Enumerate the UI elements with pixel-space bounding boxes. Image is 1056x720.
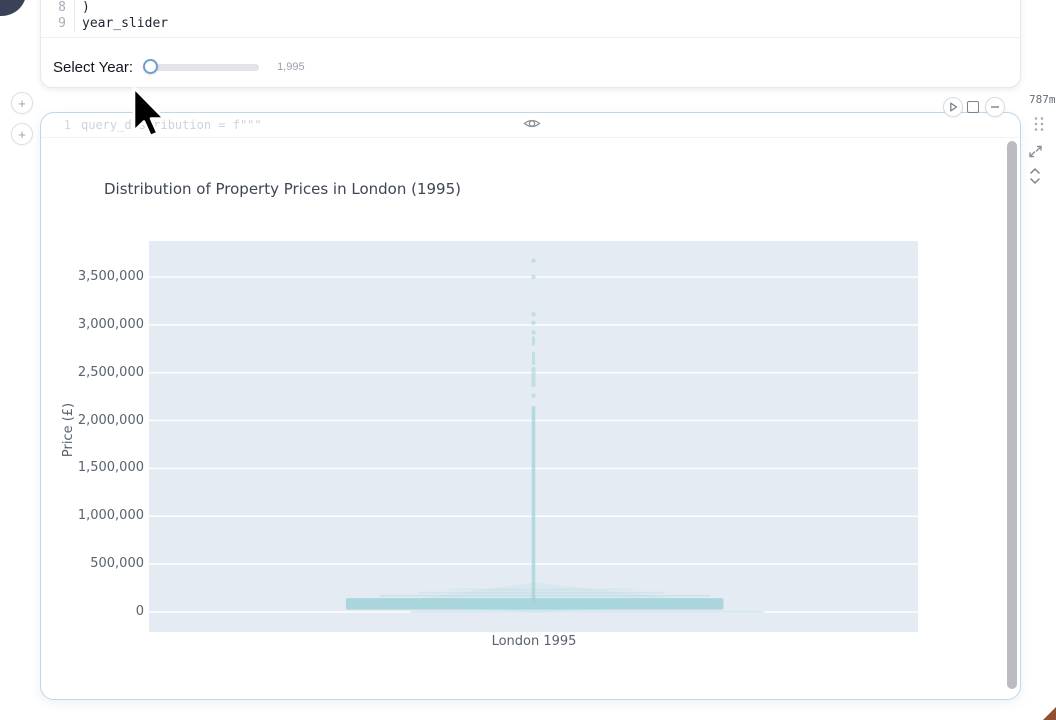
cell-output-divider bbox=[41, 37, 1020, 38]
show-code-eye-icon[interactable] bbox=[521, 115, 543, 135]
line-number: 1 bbox=[63, 118, 71, 132]
slider-label: Select Year: bbox=[53, 58, 134, 76]
corner-resize-triangle bbox=[1043, 707, 1056, 720]
slider-track[interactable] bbox=[149, 64, 260, 71]
scrollbar[interactable] bbox=[1007, 141, 1017, 689]
y-tick-label: 1,000,000 bbox=[77, 508, 144, 524]
collapse-expand-chevrons-icon[interactable] bbox=[1028, 166, 1042, 189]
code-text[interactable]: year_slider bbox=[74, 16, 168, 32]
plus-icon: + bbox=[18, 126, 26, 142]
add-cell-below-button[interactable]: + bbox=[11, 123, 33, 145]
code-line[interactable]: 8 ) bbox=[41, 0, 1020, 16]
y-tick-label: 0 bbox=[135, 604, 144, 619]
code-editor[interactable]: 8 ) 9 year_slider bbox=[41, 0, 1020, 32]
strip-plot bbox=[149, 241, 918, 632]
y-axis-title: Price (£) bbox=[61, 402, 76, 458]
cell-menu-button[interactable] bbox=[985, 97, 1005, 117]
y-tick-label: 3,000,000 bbox=[77, 316, 144, 332]
y-tick-label: 500,000 bbox=[90, 556, 144, 572]
code-line[interactable]: 9 year_slider bbox=[41, 16, 1020, 32]
plus-icon: + bbox=[18, 95, 26, 111]
x-axis-title: London 1995 bbox=[491, 634, 577, 649]
code-cell-year-slider: 8 ) 9 year_slider Select Year: 1,995 bbox=[40, 0, 1021, 88]
collapsed-code-header[interactable]: 1 query_distribution = f""" bbox=[41, 113, 1020, 138]
eye-icon bbox=[523, 119, 541, 128]
minus-icon bbox=[991, 106, 999, 108]
corner-decoration bbox=[0, 0, 26, 16]
chart-cell: 1 query_distribution = f""" Distribution… bbox=[40, 112, 1021, 700]
chart-title: Distribution of Property Prices in Londo… bbox=[104, 180, 461, 198]
code-text[interactable]: ) bbox=[74, 0, 90, 16]
y-tick-label: 2,500,000 bbox=[77, 364, 144, 380]
line-number: 8 bbox=[58, 0, 66, 15]
run-cell-button[interactable] bbox=[943, 97, 963, 117]
slider-thumb[interactable] bbox=[143, 59, 159, 74]
collapsed-code-text[interactable]: query_distribution = f""" bbox=[81, 118, 262, 132]
slider-output: Select Year: 1,995 bbox=[53, 50, 305, 84]
drag-handle-icon[interactable] bbox=[1031, 115, 1047, 136]
cell-runtime-badge: 787ms bbox=[1029, 93, 1056, 106]
year-slider[interactable] bbox=[143, 59, 263, 75]
line-number: 9 bbox=[58, 16, 66, 31]
stop-cell-button[interactable] bbox=[967, 101, 979, 113]
play-icon bbox=[950, 102, 958, 112]
y-tick-label: 1,500,000 bbox=[77, 460, 144, 476]
add-cell-above-button[interactable]: + bbox=[11, 92, 33, 114]
expand-fullscreen-icon[interactable] bbox=[1027, 143, 1044, 163]
y-tick-label: 2,000,000 bbox=[77, 412, 144, 428]
slider-value: 1,995 bbox=[277, 61, 305, 73]
y-tick-label: 3,500,000 bbox=[77, 268, 144, 284]
